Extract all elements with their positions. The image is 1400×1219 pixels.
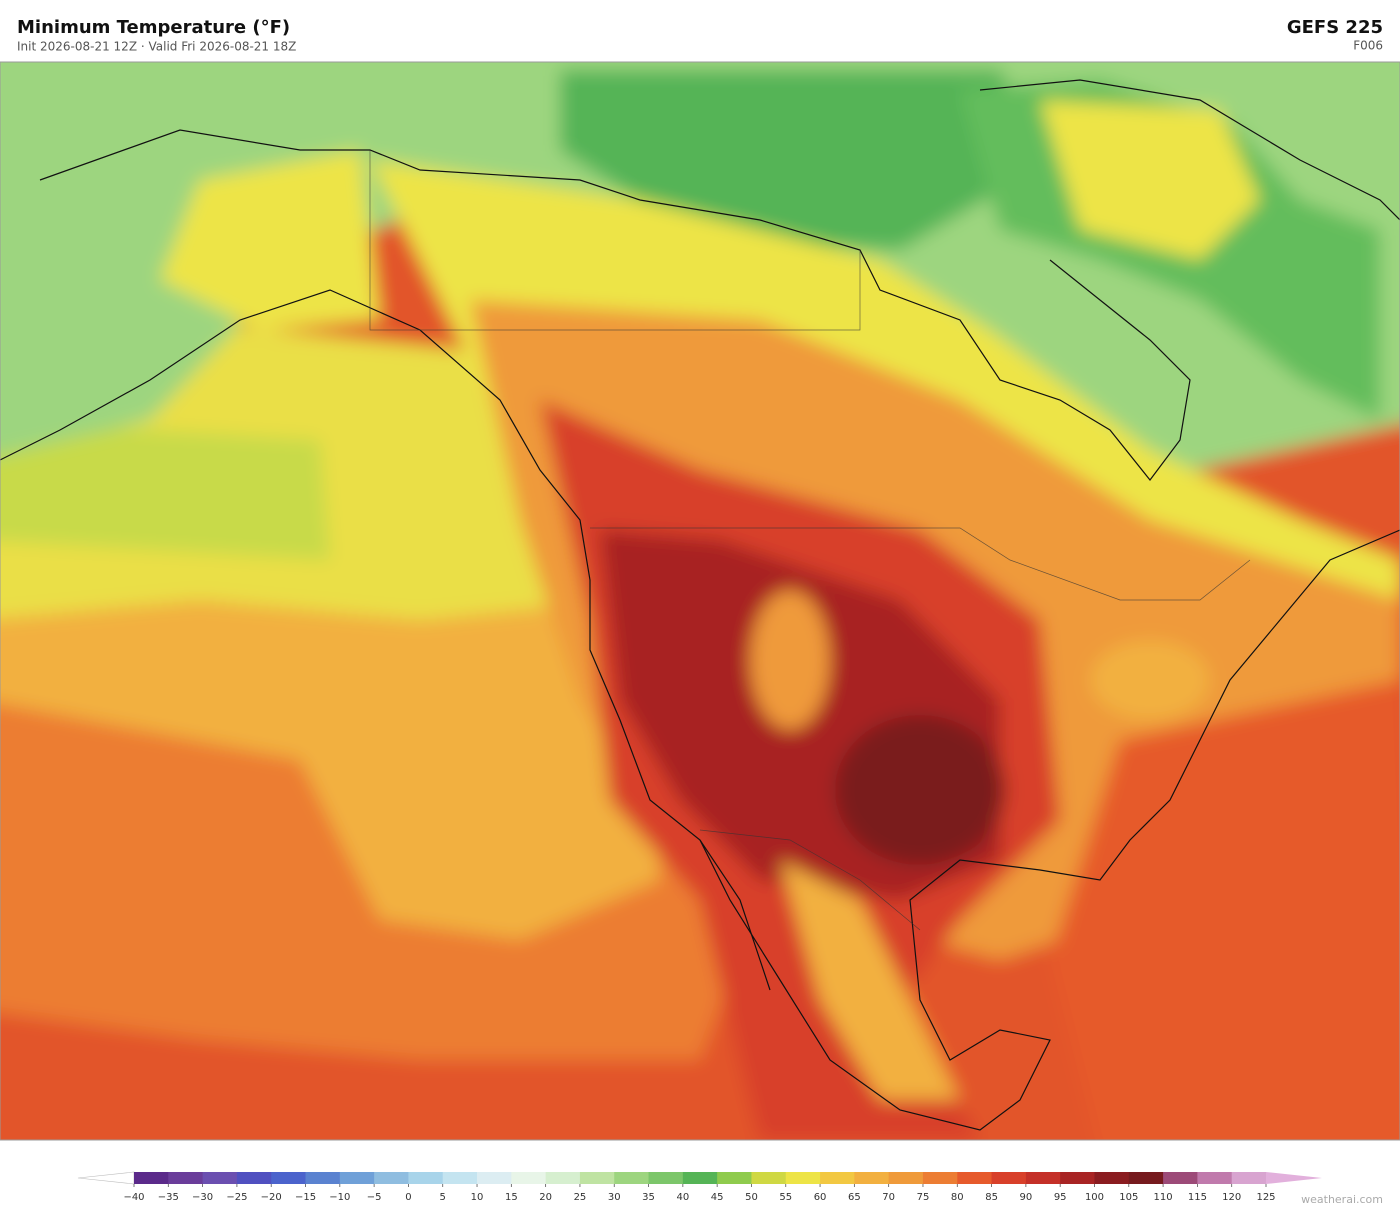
colorbar-segment <box>339 1172 375 1184</box>
colorbar-segment <box>168 1172 204 1184</box>
subtitle: Init 2026-08-21 12Z · Valid Fri 2026-08-… <box>17 40 296 54</box>
model-label: GEFS 225 <box>1287 17 1383 38</box>
colorbar-segment <box>271 1172 307 1184</box>
colorbar-segment <box>236 1172 272 1184</box>
colorbar-segment <box>1094 1172 1130 1184</box>
colorbar-over <box>1266 1172 1322 1184</box>
colorbar-segment <box>442 1172 478 1184</box>
colorbar-segment <box>579 1172 615 1184</box>
colorbar-tick-label: 20 <box>539 1192 552 1203</box>
colorbar-tick-label: −20 <box>261 1192 282 1203</box>
colorbar-segment <box>374 1172 409 1184</box>
colorbar-tick-label: 10 <box>471 1192 484 1203</box>
colorbar-tick-label: 25 <box>574 1192 587 1203</box>
colorbar-segment <box>854 1172 890 1184</box>
colorbar-tick-label: 75 <box>917 1192 930 1203</box>
colorbar-tick-label: 0 <box>405 1192 411 1203</box>
colorbar-segment <box>134 1172 169 1184</box>
temperature-field <box>0 62 1400 1140</box>
colorbar-segment <box>751 1172 787 1184</box>
colorbar-tick-label: 65 <box>848 1192 861 1203</box>
colorbar-tick-label: 120 <box>1222 1192 1241 1203</box>
colorbar-tick-label: 40 <box>676 1192 689 1203</box>
colorbar-segment <box>614 1172 650 1184</box>
colorbar-tick-label: 55 <box>779 1192 792 1203</box>
colorbar-tick-label: 50 <box>745 1192 758 1203</box>
colorbar-segment <box>1025 1172 1061 1184</box>
colorbar-segment <box>1128 1172 1164 1184</box>
colorbar-tick-label: −5 <box>367 1192 382 1203</box>
colorbar-segment <box>717 1172 752 1184</box>
colorbar-tick-label: 110 <box>1154 1192 1173 1203</box>
colorbar-segment <box>477 1172 512 1184</box>
colorbar-tick-label: 100 <box>1085 1192 1104 1203</box>
colorbar-tick-label: 30 <box>608 1192 621 1203</box>
colorbar-tick-label: 5 <box>440 1192 446 1203</box>
colorbar-segment <box>648 1172 684 1184</box>
colorbar-tick-label: −25 <box>226 1192 247 1203</box>
watermark: weatherai.com <box>1301 1193 1383 1206</box>
colorbar-tick-label: −15 <box>295 1192 316 1203</box>
colorbar-segment <box>991 1172 1027 1184</box>
colorbar-tick-label: −35 <box>158 1192 179 1203</box>
colorbar-segment <box>305 1172 341 1184</box>
colorbar-tick-label: −40 <box>123 1192 144 1203</box>
forecast-hour: F006 <box>1353 39 1383 53</box>
borders <box>369 150 1251 931</box>
colorbar-segment <box>511 1172 547 1184</box>
colorbar-segment <box>888 1172 924 1184</box>
colorbar-tick-label: 115 <box>1188 1192 1207 1203</box>
colorbar-segment <box>922 1172 958 1184</box>
colorbar-tick-label: 90 <box>1020 1192 1033 1203</box>
colorbar-tick-label: 85 <box>985 1192 998 1203</box>
colorbar-tick-label: 95 <box>1054 1192 1067 1203</box>
temperature-map <box>0 62 1400 1140</box>
colorbar-segment <box>1163 1172 1198 1184</box>
colorbar-segment <box>957 1172 993 1184</box>
colorbar-tick-label: 125 <box>1256 1192 1275 1203</box>
colorbar-tick-label: −30 <box>192 1192 213 1203</box>
colorbar-tick-label: 45 <box>711 1192 724 1203</box>
coastlines <box>0 79 1400 1131</box>
colorbar-segment <box>1060 1172 1095 1184</box>
colorbar-segment <box>785 1172 821 1184</box>
colorbar-segment <box>682 1172 718 1184</box>
colorbar-segment <box>408 1172 444 1184</box>
colorbar-tick-label: 80 <box>951 1192 964 1203</box>
colorbar-tick-label: 105 <box>1119 1192 1138 1203</box>
colorbar-segment <box>820 1172 855 1184</box>
colorbar-tick-label: −10 <box>329 1192 350 1203</box>
colorbar: −40 −35 −30 −25 −20 −15 −10 −5 0 5 10 15 20 25 30 35 40 4… <box>77 1171 1322 1203</box>
colorbar-segment <box>1197 1172 1233 1184</box>
colorbar-segment <box>545 1172 581 1184</box>
colorbar-tick-label: 70 <box>882 1192 895 1203</box>
title: Minimum Temperature (°F) <box>17 17 290 38</box>
colorbar-tick-label: 60 <box>814 1192 827 1203</box>
colorbar-tick-label: 35 <box>642 1192 655 1203</box>
map-frame <box>0 61 1400 1141</box>
colorbar-segment <box>202 1172 238 1184</box>
colorbar-tick-label: 15 <box>505 1192 518 1203</box>
colorbar-segment <box>1231 1172 1267 1184</box>
